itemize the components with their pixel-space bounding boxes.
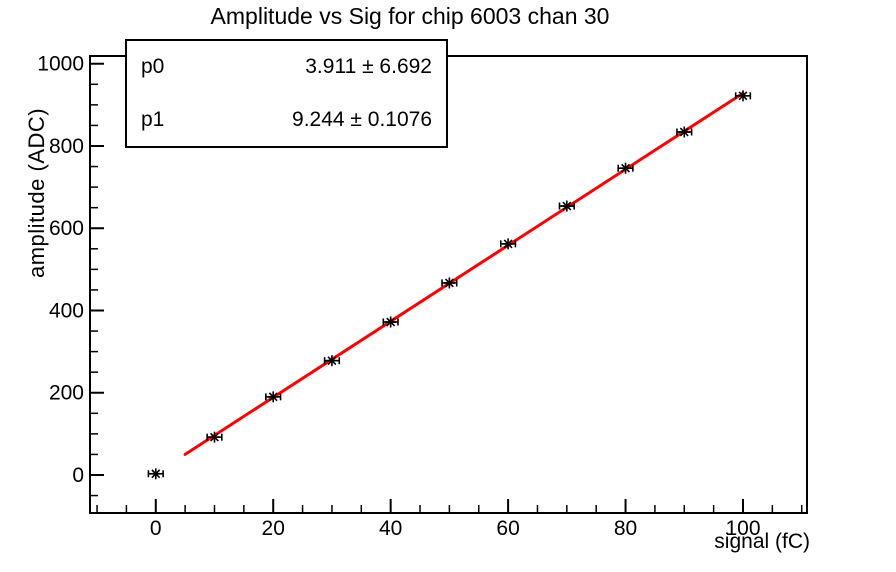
data-point [265,391,282,403]
marker-asterisk [738,91,748,101]
x-tick-label: 40 [379,517,402,540]
plot-frame [89,55,808,514]
x-tick-label: 20 [262,517,285,540]
data-point [147,468,164,480]
y-tick-label: 0 [72,464,84,487]
y-tick-label: 800 [49,135,84,158]
marker-asterisk [386,317,396,327]
data-point [558,200,575,212]
y-tick-label: 400 [49,299,84,322]
marker-asterisk [444,278,454,288]
param-name-p1: p1 [141,107,165,131]
x-tick-label: 100 [725,517,760,540]
data-point [441,277,458,289]
y-tick-label: 1000 [37,53,84,76]
param-value-p1: 9.244 ± 0.1076 [292,107,432,131]
data-point [206,431,223,443]
marker-asterisk [562,201,572,211]
data-point [676,126,693,138]
data-point [323,355,341,367]
param-name-p0: p0 [141,55,165,79]
param-value-p0: 3.911 ± 6.692 [305,55,432,79]
marker-asterisk [327,356,337,366]
x-axis-title: signal (fC) [714,530,810,553]
marker-asterisk [503,239,513,249]
data-point [499,238,517,250]
y-axis-title: amplitude (ADC) [24,107,49,278]
marker-asterisk [151,469,161,479]
y-tick-label: 600 [49,217,84,240]
data-point [382,316,399,328]
marker-asterisk [268,392,278,402]
marker-asterisk [679,127,689,137]
data-point [734,90,752,102]
x-tick-label: 80 [614,517,637,540]
fit-line [183,91,745,456]
y-tick-label: 200 [49,382,84,405]
marker-asterisk [621,163,631,173]
stats-row-p1: p1 9.244 ± 0.1076 [141,108,432,132]
marker-asterisk [210,432,219,442]
stats-row-p0: p0 3.911 ± 6.692 [141,55,432,79]
chart-title: Amplitude vs Sig for chip 6003 chan 30 [210,3,610,29]
fit-stats-box: p0 3.911 ± 6.692 p1 9.244 ± 0.1076 [125,39,448,148]
x-tick-label: 60 [496,517,519,540]
x-tick-label: 0 [150,517,162,540]
data-point [617,162,634,174]
